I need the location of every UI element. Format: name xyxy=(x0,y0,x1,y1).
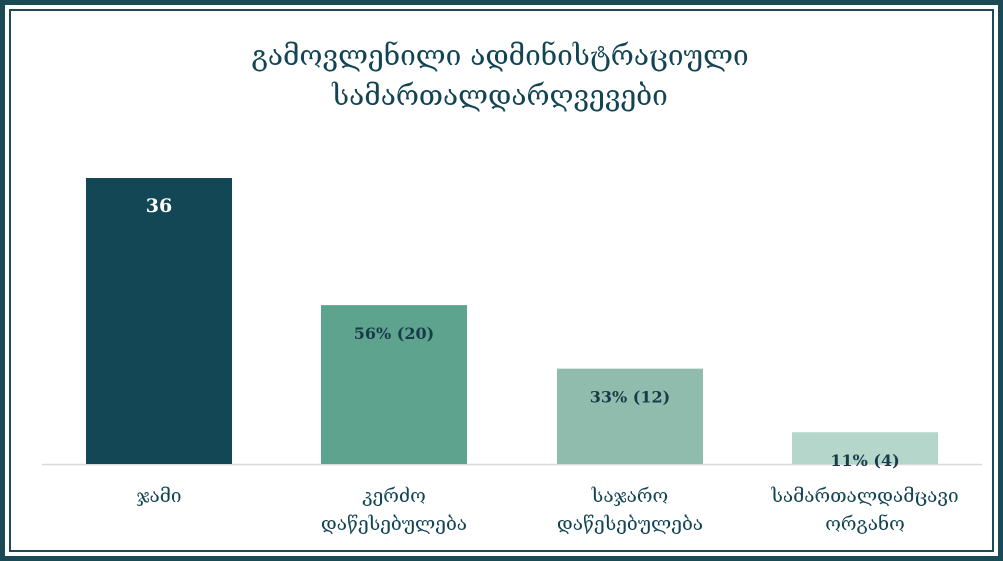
bar-3 xyxy=(557,368,703,464)
x-tick-label-2: კერძო დაწესებულება xyxy=(284,482,504,538)
x-tick-label-1: ჯამი xyxy=(49,482,269,510)
data-label-3: 33% (12) xyxy=(590,388,670,407)
data-label-2: 56% (20) xyxy=(354,324,434,343)
chart-title-line-1: გამოვლენილი ადმინისტრაციული xyxy=(251,39,749,72)
bar-4 xyxy=(792,432,938,464)
inner-frame xyxy=(9,9,994,552)
bar-1 xyxy=(86,178,232,464)
chart-title: გამოვლენილი ადმინისტრაციული სამართალდარღ… xyxy=(60,36,940,116)
data-label-1: 36 xyxy=(146,195,172,217)
bar-2 xyxy=(321,305,467,464)
x-tick-label-3-line-2: დაწესებულება xyxy=(556,513,704,535)
x-tick-label-4: სამართალდამცავი ორგანო xyxy=(755,482,975,538)
x-tick-label-4-line-2: ორგანო xyxy=(825,513,905,535)
x-tick-label-3-line-1: საჯარო xyxy=(591,485,669,507)
x-tick-label-1-line-1: ჯამი xyxy=(136,485,182,507)
chart-title-line-2: სამართალდარღვევები xyxy=(332,79,668,112)
x-tick-label-3: საჯარო დაწესებულება xyxy=(520,482,740,538)
x-tick-label-2-line-2: დაწესებულება xyxy=(320,513,468,535)
x-tick-label-2-line-1: კერძო xyxy=(362,485,426,507)
x-tick-label-4-line-1: სამართალდამცავი xyxy=(771,485,959,507)
data-label-4: 11% (4) xyxy=(830,451,899,470)
